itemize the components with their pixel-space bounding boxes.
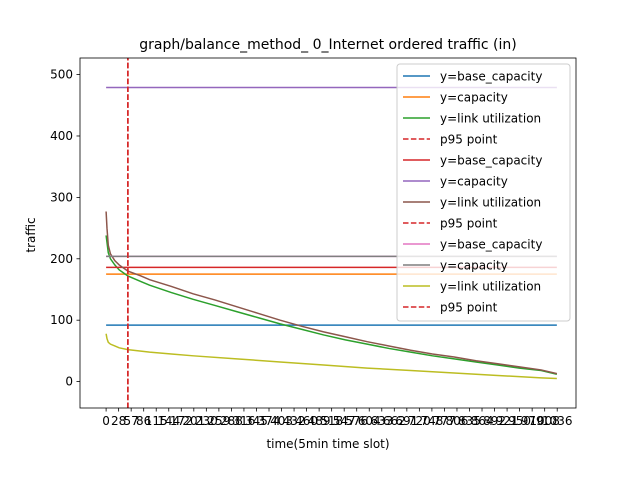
legend-label: p95 point [440, 301, 498, 315]
x-tick-label: 432 [283, 414, 306, 428]
x-tick-label: 748 [420, 414, 443, 428]
x-tick-label: 460 [295, 414, 318, 428]
legend-label: y=capacity [440, 91, 508, 105]
legend: y=base_capacity y=capacity y=link utilizat… [396, 63, 571, 322]
legend-label: p95 point [440, 217, 498, 231]
x-tick-label: 892 [483, 414, 506, 428]
legend-label: y=base_capacity [440, 238, 542, 252]
x-tick-label: 345 [245, 414, 268, 428]
x-tick-label: 921 [496, 414, 519, 428]
legend-label: p95 point [440, 133, 498, 147]
y-tick-label: 0 [65, 375, 73, 389]
x-tick-label: 604 [358, 414, 381, 428]
x-tick-label: 864 [471, 414, 494, 428]
y-tick-label: 100 [50, 313, 73, 327]
x-tick-label: 172 [170, 414, 193, 428]
x-tick-label: 1036 [542, 414, 573, 428]
legend-label: y=link utilization [440, 112, 541, 126]
legend-label: y=link utilization [440, 280, 541, 294]
x-tick-label: 518 [320, 414, 343, 428]
x-tick-label: 633 [370, 414, 393, 428]
x-tick-label: 547 [333, 414, 356, 428]
x-tick-label: 1008 [529, 414, 560, 428]
y-tick-label: 500 [50, 68, 73, 82]
y-tick-label: 300 [50, 190, 73, 204]
x-tick-label: 86 [136, 414, 151, 428]
legend-label: y=link utilization [440, 196, 541, 210]
x-tick-label: 806 [446, 414, 469, 428]
series-line-10 [105, 333, 557, 380]
x-tick-label: 691 [395, 414, 418, 428]
x-tick-label: 950 [508, 414, 531, 428]
x-tick-label: 201 [182, 414, 205, 428]
legend-label: y=base_capacity [440, 154, 542, 168]
x-tick-label: 489 [308, 414, 331, 428]
y-tick-label: 200 [50, 252, 73, 266]
x-tick-label: 374 [258, 414, 281, 428]
y-tick-label: 400 [50, 129, 73, 143]
x-tick-label: 576 [345, 414, 368, 428]
x-tick-label: 979 [521, 414, 544, 428]
x-tick-label: 144 [157, 414, 180, 428]
x-tick-label: 316 [232, 414, 255, 428]
y-axis-ticks: 0 100 200 300 400 500 [50, 68, 80, 389]
x-tick-label: 403 [270, 414, 293, 428]
series-line-2 [105, 235, 558, 375]
legend-label: y=capacity [440, 175, 508, 189]
x-tick-label: 115 [145, 414, 168, 428]
y-axis-label: traffic [24, 217, 38, 252]
chart-title: graph/balance_method_ 0_Internet ordered… [139, 37, 516, 53]
x-tick-label: 835 [458, 414, 481, 428]
legend-box [396, 63, 571, 322]
x-tick-label: 288 [220, 414, 243, 428]
x-tick-label: 777 [433, 414, 456, 428]
x-tick-label: 230 [195, 414, 218, 428]
legend-label: y=base_capacity [440, 70, 542, 84]
x-axis-label: time(5min time slot) [266, 437, 389, 451]
series-line-6 [105, 211, 558, 375]
axes-frame [79, 57, 577, 409]
legend-label: y=capacity [440, 259, 508, 273]
x-axis-ticks: 0 285786115144172201230259288316345374403… [102, 408, 572, 428]
x-tick-label: 259 [207, 414, 230, 428]
x-tick-label: 57 [124, 414, 139, 428]
x-tick-label: 720 [408, 414, 431, 428]
x-tick-label: 662 [383, 414, 406, 428]
x-tick-label: 28 [111, 414, 126, 428]
x-tick-label: 0 [102, 414, 110, 428]
